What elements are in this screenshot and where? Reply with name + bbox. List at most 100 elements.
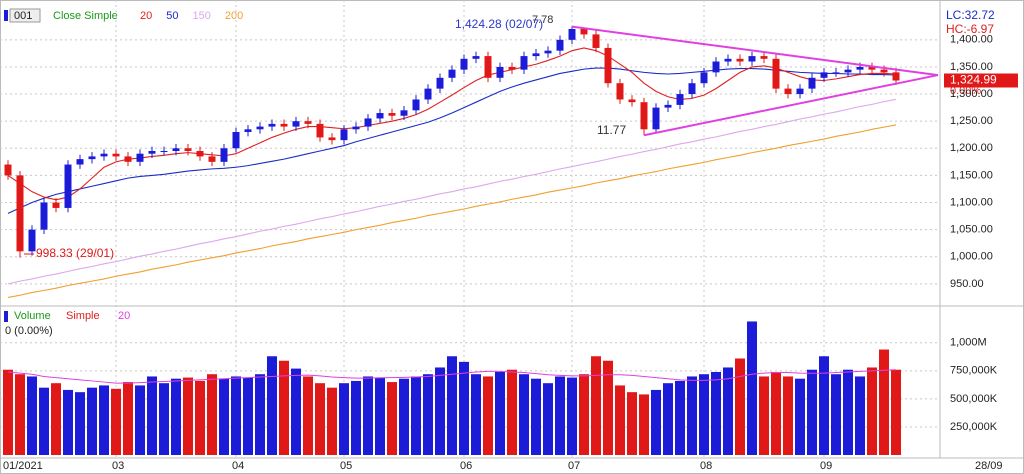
candle-body	[796, 88, 804, 95]
candle-body	[340, 129, 348, 141]
candle-body	[808, 77, 816, 89]
volume-period: 20	[118, 310, 130, 322]
moving-average	[7, 47, 897, 201]
candle-body	[616, 83, 624, 100]
volume-bar	[771, 371, 781, 455]
volume-bar	[855, 376, 865, 455]
volume-bar	[423, 374, 433, 455]
candle-body	[508, 66, 516, 70]
candle-body	[412, 99, 420, 111]
candle-body	[364, 118, 372, 127]
y-tick-label: 1,100.00	[950, 196, 993, 208]
volume-bar	[135, 385, 145, 455]
volume-bar	[531, 378, 541, 455]
candle-body	[880, 69, 888, 73]
candle-body	[736, 58, 744, 62]
candle-body	[76, 159, 84, 165]
volume-bar	[639, 394, 649, 455]
last-date: 28/09	[975, 460, 1003, 472]
volume-bar	[399, 378, 409, 455]
candle-body	[388, 113, 396, 116]
volume-bar	[147, 376, 157, 455]
volume-bar	[735, 358, 745, 455]
candle-body	[304, 121, 312, 124]
volume-bar	[375, 377, 385, 455]
candle-body	[256, 126, 264, 130]
legend-period: 50	[166, 10, 178, 22]
candle-body	[448, 69, 456, 78]
candle-body	[280, 123, 288, 127]
candle-body	[532, 53, 540, 57]
volume-bar	[279, 360, 289, 455]
volume-tick-label: 1,000M	[950, 337, 987, 349]
volume-bar	[387, 382, 397, 455]
candle-body	[484, 56, 492, 78]
volume-bar	[315, 383, 325, 455]
candle-body	[700, 72, 708, 84]
volume-bar	[711, 371, 721, 455]
symbol-box	[9, 8, 41, 23]
volume-bar	[327, 387, 337, 455]
candle-body	[172, 148, 180, 151]
candle-body	[820, 72, 828, 78]
x-tick-label: 07	[568, 460, 580, 472]
y-tick-label: 1,200.00	[950, 142, 993, 154]
legend-swatch	[4, 311, 8, 322]
volume-bar	[363, 376, 373, 455]
candle-body	[148, 150, 156, 154]
candle-body	[208, 156, 216, 162]
candle-body	[124, 156, 132, 162]
volume-tick-label: 750,000K	[950, 365, 998, 377]
legend-period: 200	[225, 10, 243, 22]
candle-body	[16, 175, 24, 252]
volume-bar	[303, 376, 313, 455]
volume-bar	[543, 383, 553, 455]
legend-period: 150	[193, 10, 211, 22]
volume-bar	[99, 385, 109, 455]
candle-body	[544, 50, 552, 54]
volume-bar	[447, 356, 457, 455]
trendline	[643, 74, 939, 137]
y-tick-label: 1,150.00	[950, 169, 993, 181]
volume-bar	[687, 376, 697, 455]
annotation: 7.78	[532, 14, 553, 26]
candle-body	[4, 164, 12, 176]
volume-bar	[351, 380, 361, 455]
candle-body	[592, 34, 600, 48]
volume-bar	[891, 369, 901, 455]
candle-body	[748, 56, 756, 62]
volume-bar	[747, 321, 757, 455]
volume-indicator: Simple	[66, 310, 100, 322]
volume-bar	[483, 376, 493, 455]
volume-bar	[87, 387, 97, 455]
volume-bar	[603, 360, 613, 455]
volume-bar	[15, 374, 25, 455]
volume-bar	[3, 369, 13, 455]
candle-body	[28, 229, 36, 252]
volume-name: Volume	[14, 310, 51, 322]
candle-body	[40, 202, 48, 230]
annotation: 11.77	[597, 123, 626, 137]
candle-body	[664, 104, 672, 108]
volume-tick-label: 250,000K	[950, 421, 998, 433]
candle-body	[244, 129, 252, 133]
volume-bar	[51, 383, 61, 455]
volume-bar	[471, 374, 481, 455]
volume-bar	[183, 377, 193, 455]
candle-body	[772, 58, 780, 89]
volume-bar	[627, 392, 637, 455]
candle-body	[568, 28, 576, 40]
volume-bar	[123, 382, 133, 455]
y-tick-label: 1,250.00	[950, 115, 993, 127]
candle-body	[784, 88, 792, 95]
x-tick-label: 09	[820, 460, 832, 472]
annotation: 1,424.28 (02/07)	[455, 17, 543, 31]
moving-average	[7, 98, 897, 285]
volume-bar	[867, 367, 877, 455]
volume-bar	[651, 389, 661, 455]
volume-bar	[411, 376, 421, 455]
candle-body	[52, 202, 60, 208]
candle-body	[472, 56, 480, 59]
volume-bar	[255, 374, 265, 455]
